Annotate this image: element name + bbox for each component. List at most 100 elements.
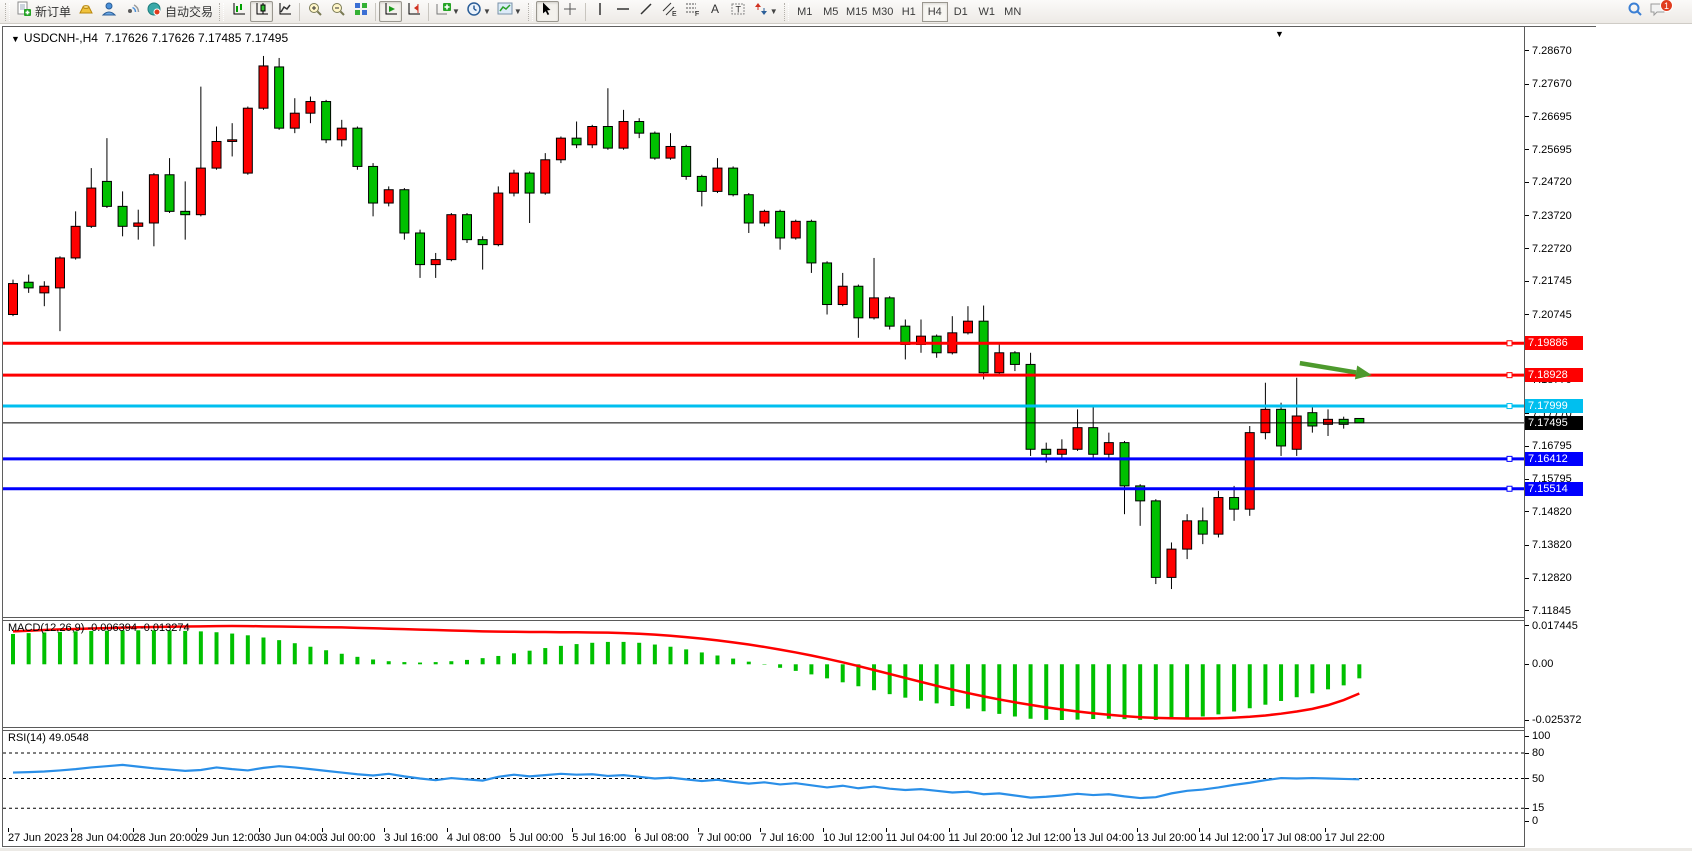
- rsi-indicator-panel[interactable]: [3, 731, 1524, 828]
- zoom-out-button[interactable]: [326, 1, 349, 22]
- time-tick: [697, 828, 699, 832]
- timeframe-mn-button[interactable]: MN: [1004, 5, 1022, 18]
- toolbar-grip[interactable]: [527, 2, 533, 21]
- text-button[interactable]: A: [704, 1, 727, 22]
- time-tick-label: 13 Jul 04:00: [1073, 832, 1134, 844]
- toolbar-grip[interactable]: [219, 2, 225, 21]
- zoom-in-button[interactable]: [303, 1, 326, 22]
- notifications-button[interactable]: 1: [1646, 0, 1673, 22]
- time-tick: [8, 828, 9, 832]
- search-button[interactable]: [1623, 1, 1646, 22]
- price-level-badge[interactable]: 7.19886: [1525, 336, 1583, 351]
- time-tick-label: 17 Jul 08:00: [1262, 832, 1322, 844]
- toolbar-grip[interactable]: [5, 2, 10, 21]
- metaeditor-button[interactable]: [97, 1, 120, 22]
- timeframe-d1-button[interactable]: D1: [953, 5, 968, 18]
- timeframe-m1-button[interactable]: M1: [797, 5, 813, 18]
- zoom-in-icon: [307, 1, 323, 22]
- tile-windows-icon: [353, 1, 369, 22]
- timeframe-m30-button[interactable]: M30: [872, 5, 894, 18]
- fibonacci-icon: F: [684, 1, 700, 22]
- cursor-button[interactable]: [535, 1, 559, 22]
- svg-text:E: E: [672, 11, 677, 17]
- chart-dropdown-arrow-icon[interactable]: ▼: [1275, 29, 1284, 39]
- search-icon: [1627, 1, 1643, 22]
- price-level-badge[interactable]: 7.18928: [1525, 368, 1583, 383]
- text-label-button[interactable]: T: [727, 1, 750, 22]
- macd-indicator-panel[interactable]: [3, 621, 1524, 727]
- templates-button[interactable]: ▼: [494, 1, 525, 22]
- price-tick-label: 100: [1525, 729, 1550, 743]
- arrows-icon: [753, 1, 769, 22]
- price-level-badge[interactable]: 7.15514: [1525, 481, 1583, 496]
- timeframe-h1-button[interactable]: H1: [901, 5, 916, 18]
- periods-button[interactable]: ▼: [463, 1, 494, 22]
- arrows-button[interactable]: ▼: [750, 1, 781, 22]
- timeframe-m5-button[interactable]: M5: [823, 5, 839, 18]
- vertical-line-button[interactable]: [589, 1, 612, 22]
- price-level-badge[interactable]: 7.16412: [1525, 451, 1583, 466]
- trendline-button[interactable]: [635, 1, 658, 22]
- time-tick-label: 27 Jun 2023: [8, 832, 69, 844]
- price-tick-label: 7.22720: [1525, 242, 1572, 256]
- tile-windows-button[interactable]: [349, 1, 372, 22]
- candlestick-chart-button[interactable]: [250, 1, 274, 22]
- time-tick: [258, 828, 260, 832]
- time-tick-label: 7 Jul 16:00: [760, 832, 815, 844]
- timeframe-h4-button[interactable]: H4: [921, 1, 948, 22]
- svg-text:A: A: [711, 2, 719, 16]
- auto-scroll-button[interactable]: [379, 1, 403, 22]
- panel-resize-separator[interactable]: [3, 617, 1524, 621]
- price-axis[interactable]: 7.28670 7.27670 7.26695 7.25695 7.24720 7.237…: [1524, 27, 1596, 847]
- clock-icon: [466, 1, 482, 22]
- add-indicator-button[interactable]: ▼: [432, 1, 463, 22]
- horizontal-line-button[interactable]: [612, 1, 635, 22]
- price-tick-label: 15: [1525, 801, 1544, 815]
- price-tick-label: 7.13820: [1525, 538, 1572, 552]
- main-price-chart[interactable]: [3, 27, 1524, 617]
- panel-resize-separator[interactable]: [3, 727, 1524, 731]
- main-toolbar: 新订单 自动交易: [0, 0, 1692, 24]
- candles-layer: [8, 55, 1365, 590]
- text-label-icon: T: [730, 1, 746, 22]
- toolbar-separator: [375, 2, 377, 21]
- time-tick-label: 17 Jul 22:00: [1324, 832, 1385, 844]
- new-order-icon: [16, 1, 32, 22]
- time-tick: [1073, 828, 1075, 832]
- chart-shift-button[interactable]: [402, 1, 425, 22]
- line-chart-icon: [277, 1, 293, 22]
- toolbar-grip[interactable]: [783, 2, 789, 21]
- price-tick-label: 0.017445: [1525, 619, 1578, 633]
- time-tick-label: 7 Jul 00:00: [697, 832, 752, 844]
- time-tick-label: 13 Jul 20:00: [1136, 832, 1197, 844]
- timeframe-m15-button[interactable]: M15: [846, 5, 868, 18]
- new-order-button[interactable]: 新订单: [13, 1, 74, 22]
- autotrading-button[interactable]: 自动交易: [143, 1, 216, 22]
- time-tick: [760, 828, 762, 832]
- price-level-badge[interactable]: 7.17495: [1525, 415, 1583, 430]
- crosshair-button[interactable]: [559, 1, 582, 22]
- time-tick: [1199, 828, 1201, 832]
- price-tick-label: -0.025372: [1525, 713, 1582, 727]
- time-tick: [133, 828, 135, 832]
- price-level-badge[interactable]: 7.17999: [1525, 399, 1583, 414]
- toolbar-separator: [299, 2, 301, 21]
- dropdown-caret-icon: ▼: [769, 7, 778, 16]
- signals-button[interactable]: [120, 1, 143, 22]
- price-tick-label: 7.12820: [1525, 571, 1572, 585]
- deposit-button[interactable]: [74, 1, 97, 22]
- timeframe-w1-button[interactable]: W1: [978, 5, 995, 18]
- signal-broadcast-icon: [124, 1, 140, 22]
- equidistant-channel-button[interactable]: E: [658, 1, 681, 22]
- time-tick-label: 3 Jul 16:00: [384, 832, 439, 844]
- bar-chart-button[interactable]: [227, 1, 250, 22]
- price-tick-label: 7.26695: [1525, 110, 1572, 124]
- fibonacci-button[interactable]: F: [681, 1, 704, 22]
- time-tick-label: 29 Jun 12:00: [196, 832, 260, 844]
- chart-expand-icon[interactable]: ▼: [11, 34, 20, 44]
- time-tick-label: 6 Jul 08:00: [635, 832, 689, 844]
- autotrading-icon: [146, 1, 162, 22]
- cursor-icon: [539, 1, 555, 22]
- time-tick: [572, 828, 574, 832]
- line-chart-button[interactable]: [273, 1, 296, 22]
